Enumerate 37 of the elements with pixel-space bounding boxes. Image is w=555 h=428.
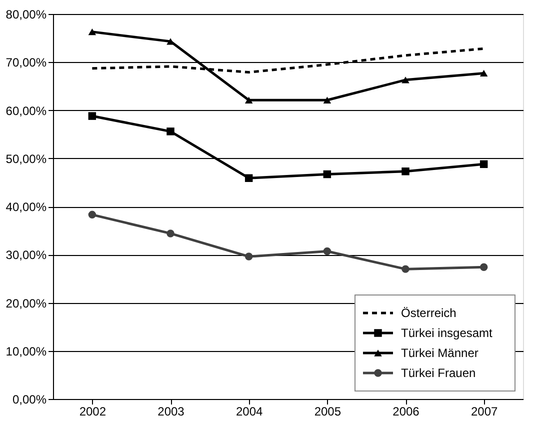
point (323, 247, 332, 256)
point (166, 128, 174, 136)
x-tick-label: 2003 (158, 404, 185, 418)
point (244, 96, 253, 104)
y-tick-label: 0,00% (12, 392, 47, 406)
point (166, 38, 174, 45)
y-tick-label: 30,00% (6, 248, 47, 262)
y-tick-label: 80,00% (6, 8, 47, 22)
legend-label: Türkei insgesamt (401, 326, 494, 340)
y-tick-label: 70,00% (6, 56, 47, 70)
point (402, 167, 410, 176)
point (480, 70, 488, 77)
x-tick-label: 2005 (314, 404, 342, 418)
x-tick-label: 2007 (470, 404, 498, 418)
y-tick-label: 40,00% (6, 200, 47, 214)
point (244, 252, 253, 260)
legend-label: Österreich (401, 306, 456, 320)
y-tick-label: 60,00% (6, 104, 47, 118)
x-tick-label: 2002 (79, 404, 106, 418)
point (480, 263, 488, 272)
y-tick-label: 10,00% (6, 344, 47, 358)
point (480, 160, 488, 168)
point (402, 265, 410, 273)
x-tick-label: 2004 (236, 404, 264, 418)
legend-label: Türkei Frauen (401, 366, 476, 380)
point (402, 76, 410, 84)
point (244, 174, 253, 182)
point (323, 170, 332, 178)
x-tick-label: 2006 (392, 404, 420, 418)
point (166, 230, 174, 238)
y-tick-label: 50,00% (6, 152, 47, 166)
y-tick-label: 20,00% (6, 296, 47, 310)
point (88, 112, 96, 120)
point (323, 96, 332, 104)
point (88, 210, 96, 219)
point (88, 28, 96, 36)
legend-label: Türkei Männer (401, 346, 478, 360)
